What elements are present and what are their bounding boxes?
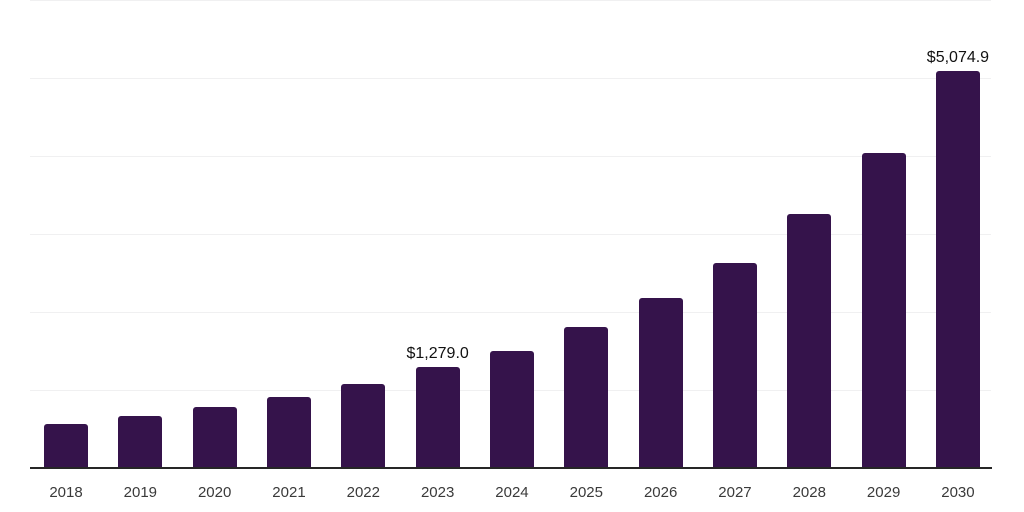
x-axis-label-2022: 2022 bbox=[346, 484, 380, 501]
x-axis-label-2023: 2023 bbox=[420, 484, 455, 501]
x-axis-label-2030: 2030 bbox=[941, 484, 975, 501]
x-axis-label-2018: 2018 bbox=[49, 484, 83, 501]
x-axis-label-2025: 2025 bbox=[569, 484, 603, 501]
x-axis-label-2029: 2029 bbox=[866, 484, 901, 501]
bar-2029 bbox=[861, 152, 906, 467]
bar-value-label: $5,074.9 bbox=[926, 49, 990, 67]
gridline-6000 bbox=[30, 0, 991, 1]
x-axis-label-2020: 2020 bbox=[197, 484, 232, 501]
x-axis-label-2024: 2024 bbox=[495, 484, 529, 501]
x-axis-label-2021: 2021 bbox=[272, 484, 306, 501]
x-axis-label-2019: 2019 bbox=[123, 484, 158, 501]
bar-2023: $1,279.0 bbox=[407, 345, 469, 467]
gridline-4000 bbox=[30, 156, 991, 157]
bars-container: $1,279.0 $5,074.9 bbox=[44, 27, 989, 467]
bar-2020 bbox=[192, 406, 237, 467]
bar-2022 bbox=[341, 383, 386, 467]
bar-value-label: $1,279.0 bbox=[406, 345, 469, 363]
bar-2030: $5,074.9 bbox=[927, 49, 989, 467]
bar-2028 bbox=[787, 213, 832, 467]
bar-2021 bbox=[266, 396, 311, 467]
x-axis-labels: 2018 2019 2020 2021 2022 2023 2024 2025 2026 2027… bbox=[44, 484, 980, 501]
bar-2024 bbox=[489, 350, 534, 467]
bar-2026 bbox=[638, 297, 683, 467]
gridline-3000 bbox=[30, 234, 991, 235]
bar-2019 bbox=[118, 416, 163, 467]
bar-2027 bbox=[712, 262, 757, 467]
x-axis-label-2028: 2028 bbox=[792, 484, 826, 501]
x-axis-line bbox=[30, 467, 992, 469]
gridline-2000 bbox=[30, 312, 991, 313]
bar-2025 bbox=[564, 327, 609, 467]
bar-2018 bbox=[44, 424, 88, 467]
x-axis-label-2027: 2027 bbox=[718, 484, 752, 501]
x-axis-label-2026: 2026 bbox=[643, 484, 678, 501]
gridline-5000 bbox=[30, 78, 991, 79]
